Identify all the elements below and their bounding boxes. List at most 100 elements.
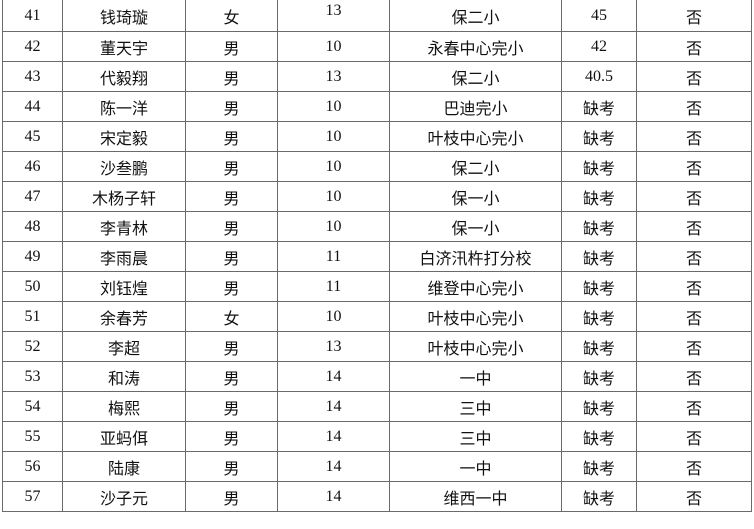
gender-cell: 男 (185, 181, 278, 212)
age-cell: 14 (277, 421, 390, 452)
school-cell: 巴迪完小 (389, 91, 562, 122)
name-cell: 李青林 (62, 211, 186, 242)
name-cell: 陆康 (62, 451, 186, 482)
school-cell: 保二小 (389, 0, 562, 32)
gender-cell: 男 (185, 271, 278, 302)
school-cell: 维西一中 (389, 481, 562, 512)
age-cell: 10 (277, 91, 390, 122)
score-cell: 缺考 (561, 391, 637, 422)
age-cell: 13 (277, 61, 390, 92)
number-cell: 50 (2, 271, 63, 302)
flag-cell: 否 (636, 211, 752, 242)
gender-cell: 男 (185, 211, 278, 242)
school-cell: 一中 (389, 451, 562, 482)
school-cell: 维登中心完小 (389, 271, 562, 302)
school-cell: 叶枝中心完小 (389, 301, 562, 332)
school-cell: 保一小 (389, 181, 562, 212)
flag-cell: 否 (636, 301, 752, 332)
number-cell: 46 (2, 151, 63, 182)
age-cell: 14 (277, 451, 390, 482)
score-cell: 缺考 (561, 421, 637, 452)
gender-cell: 男 (185, 31, 278, 62)
age-cell: 11 (277, 271, 390, 302)
age-cell: 10 (277, 31, 390, 62)
number-cell: 43 (2, 61, 63, 92)
flag-cell: 否 (636, 481, 752, 512)
score-cell: 缺考 (561, 211, 637, 242)
table-row: 41 钱琦璇女 13 保二小 45 否 (2, 0, 752, 32)
gender-cell: 男 (185, 451, 278, 482)
flag-cell: 否 (636, 0, 752, 32)
school-cell: 叶枝中心完小 (389, 331, 562, 362)
flag-cell: 否 (636, 361, 752, 392)
name-cell: 李超 (62, 331, 186, 362)
age-cell: 13 (277, 0, 390, 32)
school-cell: 叶枝中心完小 (389, 121, 562, 152)
age-cell: 14 (277, 481, 390, 512)
flag-cell: 否 (636, 181, 752, 212)
gender-cell: 女 (185, 0, 278, 32)
score-cell: 缺考 (561, 451, 637, 482)
score-cell: 缺考 (561, 91, 637, 122)
age-cell: 11 (277, 241, 390, 272)
score-cell: 缺考 (561, 301, 637, 332)
age-cell: 14 (277, 361, 390, 392)
name-cell: 刘钰煌 (62, 271, 186, 302)
school-cell: 保二小 (389, 151, 562, 182)
age-cell: 10 (277, 301, 390, 332)
school-cell: 保一小 (389, 211, 562, 242)
number-cell: 47 (2, 181, 63, 212)
score-cell: 缺考 (561, 481, 637, 512)
table-row: 44 陈一洋男 10 巴迪完小 缺考否 (2, 91, 752, 122)
age-cell: 14 (277, 391, 390, 422)
table-row: 45 宋定毅男 10 叶枝中心完小 缺考否 (2, 121, 752, 152)
number-cell: 49 (2, 241, 63, 272)
score-cell: 45 (561, 0, 637, 32)
gender-cell: 男 (185, 421, 278, 452)
table-row: 50 刘钰煌男 11 维登中心完小 缺考否 (2, 271, 752, 302)
table-row: 57 沙子元男 14 维西一中 缺考否 (2, 481, 752, 512)
school-cell: 三中 (389, 421, 562, 452)
flag-cell: 否 (636, 451, 752, 482)
age-cell: 10 (277, 211, 390, 242)
name-cell: 陈一洋 (62, 91, 186, 122)
score-cell: 缺考 (561, 271, 637, 302)
number-cell: 56 (2, 451, 63, 482)
name-cell: 宋定毅 (62, 121, 186, 152)
number-cell: 53 (2, 361, 63, 392)
score-cell: 缺考 (561, 121, 637, 152)
table-row: 51 余春芳女 10 叶枝中心完小 缺考否 (2, 301, 752, 332)
school-cell: 三中 (389, 391, 562, 422)
score-cell: 40.5 (561, 61, 637, 92)
name-cell: 沙子元 (62, 481, 186, 512)
number-cell: 52 (2, 331, 63, 362)
score-cell: 缺考 (561, 151, 637, 182)
age-cell: 10 (277, 181, 390, 212)
gender-cell: 男 (185, 151, 278, 182)
score-cell: 缺考 (561, 361, 637, 392)
table-row: 42 董天宇男 10 永春中心完小 42 否 (2, 31, 752, 62)
flag-cell: 否 (636, 241, 752, 272)
table-row: 55 亚蚂佴男 14 三中 缺考否 (2, 421, 752, 452)
school-cell: 保二小 (389, 61, 562, 92)
name-cell: 木杨子轩 (62, 181, 186, 212)
flag-cell: 否 (636, 91, 752, 122)
score-cell: 42 (561, 31, 637, 62)
flag-cell: 否 (636, 61, 752, 92)
school-cell: 白济汛杵打分校 (389, 241, 562, 272)
gender-cell: 男 (185, 361, 278, 392)
table-row: 47 木杨子轩男 10 保一小 缺考否 (2, 181, 752, 212)
gender-cell: 男 (185, 121, 278, 152)
table-row: 49 李雨晨男 11 白济汛杵打分校 缺考否 (2, 241, 752, 272)
school-cell: 一中 (389, 361, 562, 392)
student-table: 41 钱琦璇女 13 保二小 45 否 42 董天宇男 10 永春中心完小 42 否 43 代毅翔男 13 保… (2, 0, 752, 512)
flag-cell: 否 (636, 331, 752, 362)
flag-cell: 否 (636, 31, 752, 62)
name-cell: 亚蚂佴 (62, 421, 186, 452)
gender-cell: 男 (185, 481, 278, 512)
name-cell: 董天宇 (62, 31, 186, 62)
table-row: 46 沙叁鹏男 10 保二小 缺考否 (2, 151, 752, 182)
table-row: 48 李青林男 10 保一小 缺考否 (2, 211, 752, 242)
age-cell: 13 (277, 331, 390, 362)
age-cell: 10 (277, 151, 390, 182)
